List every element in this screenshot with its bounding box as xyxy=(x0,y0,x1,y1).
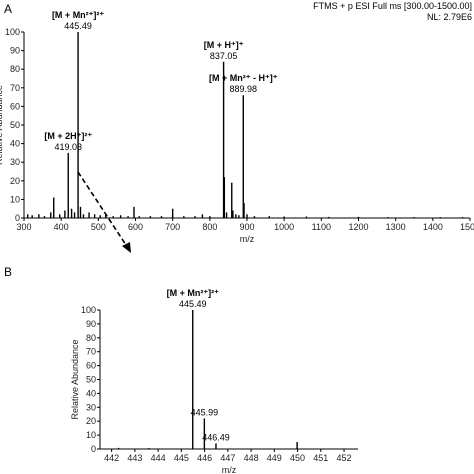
panel-a-y-axis-label: Relative Abundance xyxy=(0,85,4,165)
panel-a-x-tick-label: 1100 xyxy=(312,222,331,232)
panel-b-y-tick-label: 50 xyxy=(86,375,96,385)
panel-b-y-tick-label: 60 xyxy=(86,361,96,371)
panel-a-y-tick-label: 80 xyxy=(10,64,20,74)
panel-a-x-tick-label: 900 xyxy=(239,222,254,232)
panel-b-plot: 0 10 20 30 40 50 60 70 80 90 100 442 443 444 445 446 447… xyxy=(70,288,358,474)
panel-a-header-line1: FTMS + p ESI Full ms [300.00-1500.00] xyxy=(313,1,472,11)
panel-a-x-tick-label: 1400 xyxy=(423,222,443,232)
panel-a-ion-label: [M + Mn²⁺ - H⁺]⁺ xyxy=(209,73,278,83)
panel-a-y-tick-label: 0 xyxy=(15,213,20,223)
panel-a-header-line2: NL: 2.79E6 xyxy=(427,12,472,22)
panel-b-y-tick-label: 20 xyxy=(86,416,96,426)
panel-a-y-tick-label: 30 xyxy=(10,157,20,167)
zoom-arrow-head xyxy=(122,242,131,253)
panel-b-x-tick-label: 452 xyxy=(337,453,352,463)
panel-b-peak-label: 445.49 xyxy=(179,299,207,309)
panel-b-x-tick-label: 448 xyxy=(244,453,259,463)
panel-a-ion-label: [M + H⁺]⁺ xyxy=(204,40,244,50)
panel-a-ion-label: [M + Mn²⁺]²⁺ xyxy=(52,10,104,20)
panel-b-label: B xyxy=(4,265,12,279)
panel-a-x-tick-label: 1200 xyxy=(348,222,368,232)
panel-b-x-tick-label: 446 xyxy=(197,453,212,463)
panel-b-y-tick-label: 80 xyxy=(86,333,96,343)
panel-a-x-tick-label: 300 xyxy=(16,222,31,232)
panel-b-y-tick-label: 70 xyxy=(86,347,96,357)
panel-b-x-axis-label: m/z xyxy=(222,465,237,474)
panel-b-x-tick-label: 447 xyxy=(220,453,235,463)
panel-b-x-tick-label: 443 xyxy=(127,453,142,463)
zoom-arrow xyxy=(77,171,131,253)
panel-a-peak-label: 419.03 xyxy=(54,142,82,152)
panel-a-x-axis-label: m/z xyxy=(240,234,255,244)
panel-b-x-tick-label: 449 xyxy=(267,453,282,463)
panel-a-peak-label: 889.98 xyxy=(230,84,258,94)
panel-b-y-axis-label: Relative Abundance xyxy=(70,339,80,419)
panel-b-peak-label: 446.49 xyxy=(202,432,230,442)
panel-b-x-tick-label: 442 xyxy=(104,453,119,463)
panel-a-y-tick-label: 100 xyxy=(5,27,20,37)
panel-a-peak-label: 445.49 xyxy=(64,21,92,31)
panel-a-y-tick-label: 50 xyxy=(10,120,20,130)
panel-b-y-tick-label: 30 xyxy=(86,402,96,412)
panel-b-x-tick-label: 451 xyxy=(313,453,328,463)
panel-a-x-tick-label: 500 xyxy=(91,222,106,232)
panel-a-label: A xyxy=(4,2,12,16)
zoom-arrow-line xyxy=(77,171,129,249)
panel-a-x-tick-label: 700 xyxy=(165,222,180,232)
panel-a-y-tick-label: 90 xyxy=(10,46,20,56)
panel-a-x-tick-label: 400 xyxy=(54,222,69,232)
panel-b-x-tick-label: 445 xyxy=(174,453,189,463)
panel-a-y-tick-label: 20 xyxy=(10,176,20,186)
panel-b-peak-label: 445.99 xyxy=(191,407,219,417)
panel-b-y-tick-label: 0 xyxy=(91,444,96,454)
panel-a-x-tick-label: 1300 xyxy=(386,222,406,232)
panel-a-x-tick-label: 800 xyxy=(202,222,217,232)
panel-b-y-tick-label: 40 xyxy=(86,388,96,398)
panel-a-y-tick-label: 40 xyxy=(10,139,20,149)
panel-b-y-tick-label: 90 xyxy=(86,319,96,329)
panel-a-x-tick-label: 1500 xyxy=(460,222,474,232)
panel-b-x-tick-label: 444 xyxy=(151,453,166,463)
panel-b-y-tick-label: 10 xyxy=(86,430,96,440)
panel-b-x-tick-label: 450 xyxy=(290,453,305,463)
panel-a-x-tick-label: 600 xyxy=(128,222,143,232)
panel-a-peak-label: 837.05 xyxy=(210,51,238,61)
panel-a-y-tick-label: 60 xyxy=(10,101,20,111)
panel-a-y-tick-label: 70 xyxy=(10,83,20,93)
panel-b-ion-label: [M + Mn²⁺]²⁺ xyxy=(167,288,219,298)
panel-a-ion-label: [M + 2H⁺]²⁺ xyxy=(44,131,92,141)
panel-a-y-tick-label: 10 xyxy=(10,194,20,204)
panel-b-y-tick-label: 100 xyxy=(81,305,96,315)
panel-a-plot: 0 10 20 30 40 50 60 70 80 90 100 300 400 500 600 700 800… xyxy=(0,10,474,244)
panel-a-x-tick-label: 1000 xyxy=(274,222,294,232)
